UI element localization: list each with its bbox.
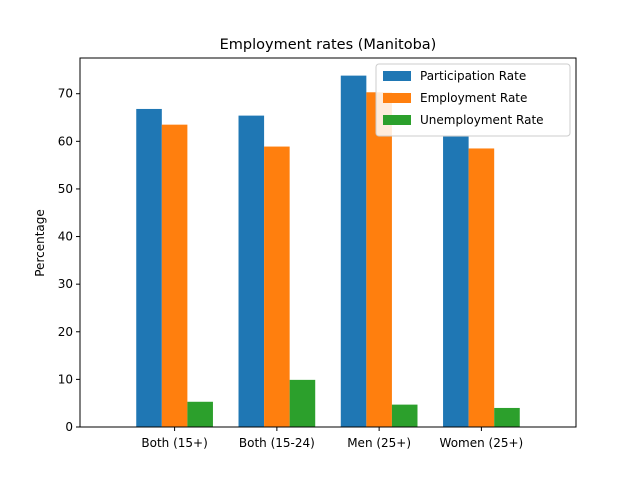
bar-1-2 (238, 115, 265, 428)
legend-label: Unemployment Rate (420, 113, 544, 127)
bar-3-3 (391, 404, 418, 427)
y-axis-label: Percentage (33, 209, 47, 277)
y-tick-label: 0 (65, 420, 73, 434)
bar-2-2 (264, 146, 290, 427)
bar-1-3 (340, 75, 367, 428)
chart-title: Employment rates (Manitoba) (220, 37, 437, 53)
plot-frame (79, 57, 577, 428)
y-tick-label: 60 (58, 134, 73, 148)
bar-2-3 (366, 92, 392, 427)
y-ticks-group: 0 10 20 30 40 50 60 70 (58, 87, 80, 434)
y-tick-label: 10 (58, 372, 73, 386)
x-tick-label: Women (25+) (440, 436, 524, 450)
x-tick-label: Men (25+) (347, 436, 411, 450)
x-tick-label: Both (15-24) (239, 436, 315, 450)
legend: Participation Rate Employment Rate Unemplo… (375, 63, 571, 137)
bar-3-2 (289, 379, 316, 427)
x-ticks-group: Both (15+) Both (15-24) Men (25+) Women (25… (141, 427, 523, 450)
bar-1-1 (136, 108, 162, 427)
bar-1-4 (443, 136, 469, 427)
legend-label: Participation Rate (420, 69, 526, 83)
y-tick-label: 30 (58, 277, 73, 291)
legend-swatch (383, 115, 411, 125)
bar-2-1 (161, 124, 188, 427)
legend-label: Employment Rate (420, 91, 527, 105)
legend-swatch (383, 71, 411, 81)
bar-3-4 (494, 407, 520, 427)
bar-3-1 (187, 401, 213, 427)
legend-box (375, 63, 571, 137)
bar-2-4 (468, 148, 495, 427)
y-tick-label: 70 (58, 87, 73, 101)
y-tick-label: 20 (58, 325, 73, 339)
y-tick-label: 40 (58, 230, 73, 244)
bars-group (136, 75, 520, 428)
legend-swatch (383, 93, 411, 103)
y-tick-label: 50 (58, 182, 73, 196)
x-tick-label: Both (15+) (141, 436, 207, 450)
